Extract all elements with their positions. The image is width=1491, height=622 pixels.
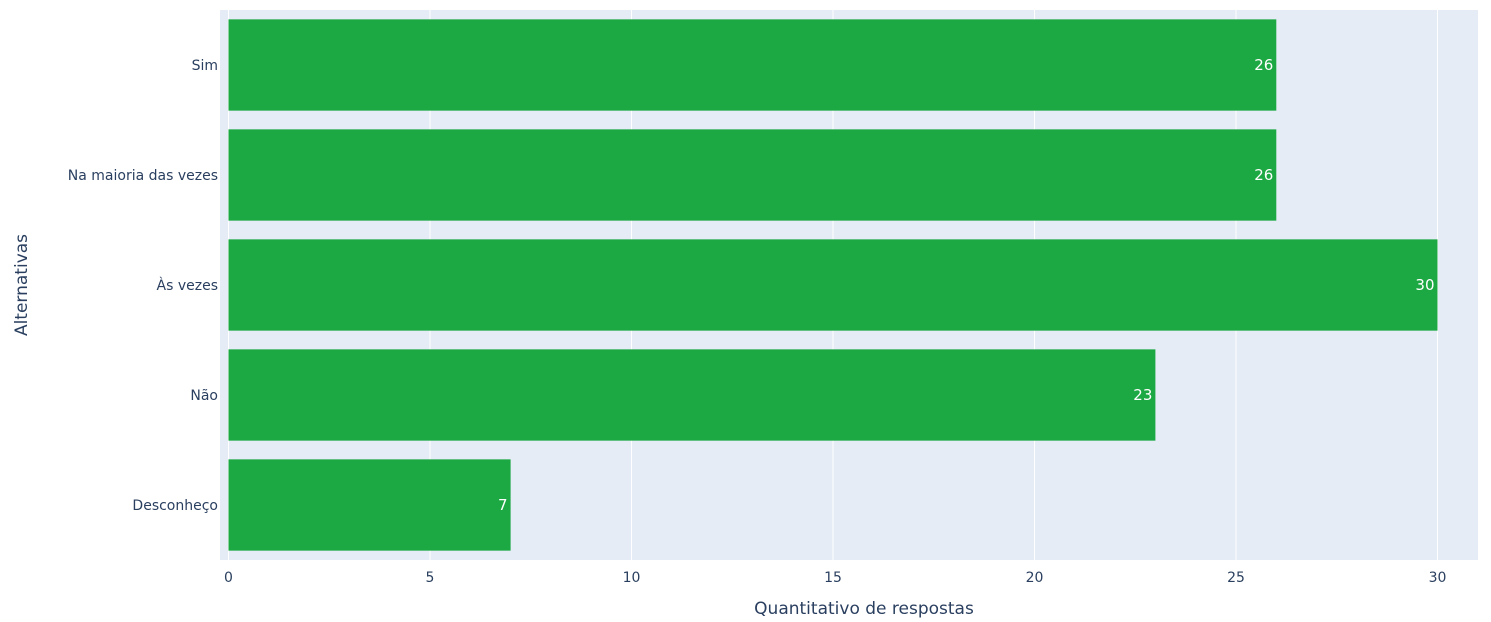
y-tick-labels: Sim Na maioria das vezes Às vezes Não Descon… xyxy=(68,58,218,514)
bar-value-label: 26 xyxy=(1254,56,1273,74)
x-axis-title: Quantitativo de respostas xyxy=(754,599,974,619)
bars xyxy=(228,19,1438,551)
x-tick-label: 5 xyxy=(426,570,435,586)
x-tick-labels: 0 5 10 15 20 25 30 xyxy=(224,570,1446,586)
bar xyxy=(228,459,511,551)
bar xyxy=(228,19,1277,111)
bar-value-label: 30 xyxy=(1415,276,1434,294)
x-tick-label: 15 xyxy=(824,570,842,586)
y-axis-title: Alternativas xyxy=(12,234,32,336)
bar xyxy=(228,239,1438,331)
bar-value-label: 26 xyxy=(1254,166,1273,184)
x-tick-label: 20 xyxy=(1026,570,1044,586)
y-tick-label: Na maioria das vezes xyxy=(68,168,218,184)
x-tick-label: 25 xyxy=(1227,570,1245,586)
y-tick-label: Desconheço xyxy=(132,498,218,514)
x-tick-label: 30 xyxy=(1429,570,1447,586)
y-tick-label: Sim xyxy=(192,58,218,74)
bar xyxy=(228,129,1277,221)
bar-value-label: 7 xyxy=(498,496,508,514)
y-tick-label: Não xyxy=(190,388,218,404)
data-labels: 26 26 30 23 7 xyxy=(498,56,1434,514)
x-tick-label: 0 xyxy=(224,570,233,586)
bar xyxy=(228,349,1156,441)
y-tick-label: Às vezes xyxy=(157,277,218,294)
x-tick-label: 10 xyxy=(623,570,641,586)
bar-value-label: 23 xyxy=(1133,386,1152,404)
